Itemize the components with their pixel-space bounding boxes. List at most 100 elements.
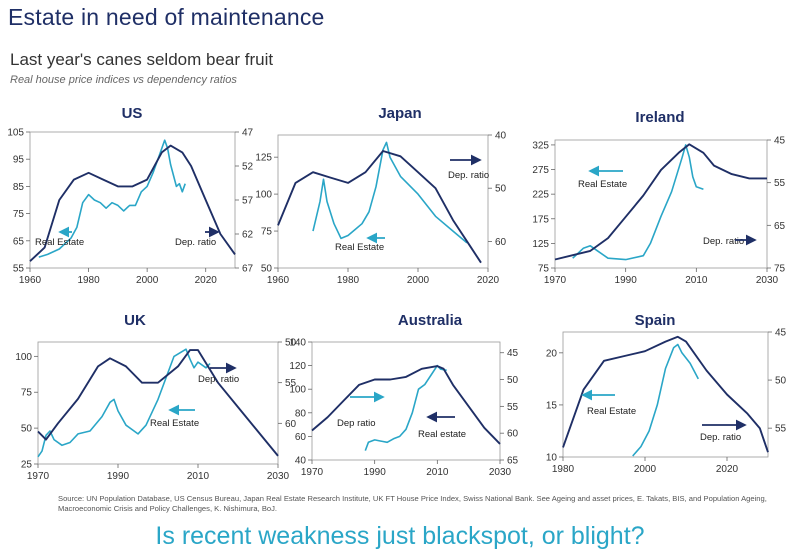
x-tick-label: 2030 — [489, 467, 512, 478]
x-tick-label: 1980 — [552, 464, 575, 475]
chart-grid: US 1960 1980 2000 2020 55 65 75 85 95 105 47 52 57 62 6… — [7, 105, 787, 482]
x-tick-label: 2000 — [136, 275, 159, 286]
dependency-ratio-line — [554, 143, 767, 261]
series-annotation: Real Estate — [587, 406, 636, 417]
panel-title: Spain — [635, 312, 676, 329]
left-tick-label: 50 — [21, 424, 33, 435]
x-tick-label: 1960 — [267, 275, 290, 286]
panel-title: UK — [124, 312, 146, 329]
left-tick-label: 125 — [532, 239, 549, 250]
right-tick-label: 52 — [242, 162, 254, 173]
x-tick-label: 1990 — [107, 471, 130, 482]
right-tick-label: 55 — [285, 378, 297, 389]
x-tick-label: 1990 — [364, 467, 387, 478]
x-tick-label: 2020 — [716, 464, 739, 475]
left-tick-label: 275 — [532, 165, 549, 176]
x-tick-label: 2020 — [477, 275, 500, 286]
series-annotation: Real Estate — [335, 242, 384, 253]
left-tick-label: 80 — [295, 408, 307, 419]
x-tick-label: 1990 — [615, 275, 638, 286]
series-annotation: Real Estate — [35, 237, 84, 248]
right-tick-label: 50 — [775, 376, 787, 387]
x-tick-label: 2010 — [685, 275, 708, 286]
left-tick-label: 100 — [15, 352, 32, 363]
right-tick-label: 55 — [507, 402, 519, 413]
right-tick-label: 65 — [774, 221, 786, 232]
source-note: Source: UN Population Database, US Censu… — [58, 494, 767, 513]
right-tick-label: 60 — [507, 429, 519, 440]
left-tick-label: 20 — [546, 348, 558, 359]
chart-description: Real house price indices vs dependency r… — [10, 74, 237, 86]
real-estate-line — [38, 139, 186, 258]
dependency-ratio-line — [562, 335, 769, 453]
right-tick-label: 57 — [242, 196, 254, 207]
right-tick-label: 67 — [242, 264, 254, 275]
right-tick-label: 50 — [495, 184, 507, 195]
right-tick-label: 47 — [242, 128, 254, 139]
right-tick-label: 50 — [507, 375, 519, 386]
right-tick-label: 55 — [775, 424, 787, 435]
panel-title: Australia — [398, 312, 463, 329]
left-tick-label: 100 — [255, 190, 272, 201]
left-tick-label: 225 — [532, 190, 549, 201]
right-tick-label: 60 — [285, 419, 297, 430]
right-tick-label: 60 — [495, 237, 507, 248]
right-tick-label: 75 — [774, 264, 786, 275]
series-annotation: Dep. ratio — [703, 236, 744, 247]
x-tick-label: 1960 — [19, 275, 42, 286]
x-tick-label: 2000 — [634, 464, 657, 475]
series-annotation: Real Estate — [578, 179, 627, 190]
series-annotation: Dep ratio — [337, 418, 376, 429]
x-tick-label: 2030 — [267, 471, 290, 482]
left-tick-label: 75 — [538, 264, 550, 275]
panel-frame — [37, 341, 279, 465]
left-tick-label: 120 — [289, 361, 306, 372]
dependency-ratio-line — [277, 150, 482, 264]
panel-frame — [311, 341, 501, 461]
real-estate-line — [312, 141, 468, 244]
series-annotation: Dep. ratio — [198, 374, 239, 385]
left-tick-label: 325 — [532, 140, 549, 151]
x-tick-label: 1970 — [544, 275, 567, 286]
x-tick-label: 1980 — [337, 275, 360, 286]
series-annotation: Real estate — [418, 429, 466, 440]
left-tick-label: 75 — [21, 388, 33, 399]
left-tick-label: 100 — [289, 385, 306, 396]
left-tick-label: 40 — [295, 456, 307, 467]
right-tick-label: 45 — [507, 348, 519, 359]
left-tick-label: 95 — [13, 155, 25, 166]
page-title: Estate in need of maintenance — [8, 4, 325, 30]
x-tick-label: 2010 — [426, 467, 449, 478]
x-tick-label: 1980 — [77, 275, 100, 286]
panel-title: US — [122, 105, 143, 122]
right-tick-label: 62 — [242, 230, 254, 241]
left-tick-label: 10 — [546, 453, 558, 464]
x-tick-label: 2020 — [195, 275, 218, 286]
left-tick-label: 75 — [261, 227, 273, 238]
real-estate-line — [37, 348, 211, 458]
series-annotation: Dep. ratio — [448, 170, 489, 181]
left-tick-label: 65 — [13, 236, 25, 247]
left-tick-label: 105 — [7, 128, 24, 139]
series-annotation: Dep. ratio — [175, 237, 216, 248]
left-tick-label: 50 — [261, 264, 273, 275]
left-tick-label: 55 — [13, 264, 25, 275]
panel-frame — [554, 139, 768, 269]
right-tick-label: 55 — [774, 178, 786, 189]
right-tick-label: 65 — [507, 456, 519, 467]
bottom-headline: Is recent weakness just blackspot, or bl… — [155, 522, 645, 550]
x-tick-label: 1970 — [27, 471, 50, 482]
chart-subtitle: Last year's canes seldom bear fruit — [10, 50, 274, 69]
dependency-ratio-line — [37, 349, 279, 457]
right-tick-label: 45 — [775, 328, 787, 339]
dependency-ratio-line — [29, 144, 236, 262]
x-tick-label: 2000 — [407, 275, 430, 286]
left-tick-label: 140 — [289, 338, 306, 349]
right-tick-label: 50 — [285, 338, 297, 349]
left-tick-label: 85 — [13, 182, 25, 193]
panel-title: Japan — [378, 105, 421, 122]
panel-title: Ireland — [635, 109, 684, 126]
x-tick-label: 2030 — [756, 275, 779, 286]
panel-frame — [562, 331, 769, 458]
left-tick-label: 25 — [21, 460, 33, 471]
